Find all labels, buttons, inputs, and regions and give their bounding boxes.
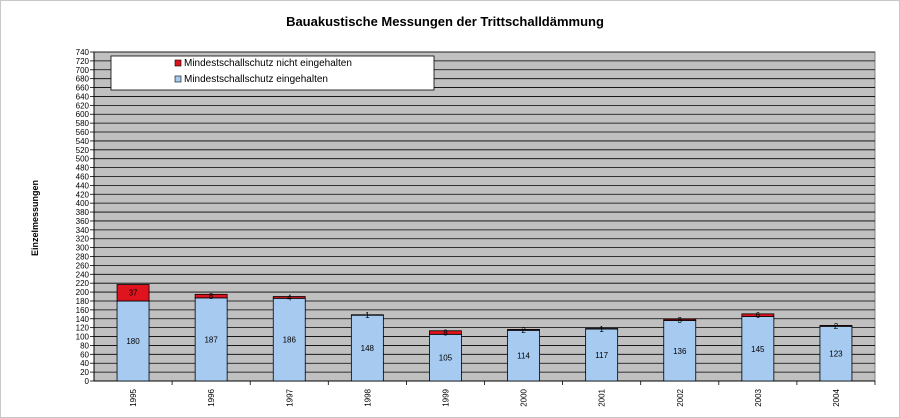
y-tick-label: 480 bbox=[76, 164, 90, 173]
bar-eingehalten bbox=[429, 333, 462, 382]
data-label-eingehalten: 148 bbox=[361, 344, 375, 353]
data-label-nicht-eingehalten: 8 bbox=[443, 329, 448, 338]
bar-eingehalten bbox=[350, 314, 384, 382]
y-tick-label: 220 bbox=[76, 279, 90, 288]
y-tick-label: 100 bbox=[76, 333, 90, 342]
y-tick-label: 320 bbox=[76, 235, 90, 244]
y-tick-label: 640 bbox=[76, 92, 90, 101]
data-label-eingehalten: 114 bbox=[517, 352, 530, 361]
data-label-nicht-eingehalten: 8 bbox=[209, 292, 214, 301]
data-label-nicht-eingehalten: 2 bbox=[521, 326, 526, 335]
y-tick-label: 40 bbox=[80, 359, 89, 368]
data-label-eingehalten: 123 bbox=[829, 350, 843, 359]
bar-eingehalten bbox=[819, 325, 853, 382]
y-tick-label: 300 bbox=[76, 244, 90, 253]
bar-nicht-eingehalten bbox=[272, 296, 306, 299]
y-tick-label: 0 bbox=[85, 377, 90, 386]
data-label-eingehalten: 187 bbox=[204, 335, 218, 344]
y-tick-label: 200 bbox=[76, 288, 90, 297]
legend-swatch bbox=[174, 59, 182, 67]
y-tick-label: 280 bbox=[76, 253, 90, 262]
bar-nicht-eingehalten bbox=[194, 293, 228, 299]
legend-box bbox=[110, 55, 435, 91]
data-label-nicht-eingehalten: 6 bbox=[756, 311, 761, 320]
y-tick-label: 60 bbox=[80, 350, 89, 359]
legend-label: Mindestschallschutz nicht eingehalten bbox=[184, 58, 352, 69]
legend-swatch bbox=[174, 75, 182, 83]
y-tick-label: 500 bbox=[76, 155, 90, 164]
data-label-nicht-eingehalten: 4 bbox=[287, 293, 292, 302]
legend: Mindestschallschutz nicht eingehalten Min… bbox=[110, 55, 435, 91]
y-tick-label: 600 bbox=[76, 110, 90, 119]
y-tick-label: 740 bbox=[76, 48, 90, 57]
y-tick-label: 700 bbox=[76, 66, 90, 75]
x-tick-label: 2002 bbox=[676, 388, 685, 406]
y-tick-label: 340 bbox=[76, 226, 90, 235]
y-tick-label: 520 bbox=[76, 146, 90, 155]
bar-nicht-eingehalten bbox=[429, 330, 462, 335]
bar-nicht-eingehalten bbox=[819, 325, 853, 327]
y-tick-label: 160 bbox=[76, 306, 90, 315]
y-tick-label: 720 bbox=[76, 57, 90, 66]
data-label-nicht-eingehalten: 3 bbox=[678, 316, 683, 325]
y-tick-label: 400 bbox=[76, 199, 90, 208]
y-tick-label: 380 bbox=[76, 208, 90, 217]
x-tick-label: 1995 bbox=[129, 388, 138, 406]
y-tick-label: 620 bbox=[76, 101, 90, 110]
y-tick-label: 440 bbox=[76, 181, 90, 190]
y-tick-label: 680 bbox=[76, 75, 90, 84]
y-axis-label: Einzelmessungen bbox=[30, 180, 40, 256]
data-label-nicht-eingehalten: 37 bbox=[129, 289, 138, 298]
data-label-eingehalten: 136 bbox=[673, 347, 687, 356]
chart-title: Bauakustische Messungen der Trittschalld… bbox=[286, 14, 604, 29]
bar-eingehalten bbox=[194, 297, 228, 382]
data-label-eingehalten: 105 bbox=[439, 354, 453, 363]
y-tick-label: 560 bbox=[76, 128, 90, 137]
plot-area: 0204060801001201401601802002202402602803… bbox=[76, 48, 876, 407]
bar-eingehalten bbox=[507, 329, 540, 382]
y-tick-label: 80 bbox=[80, 341, 89, 350]
bar-eingehalten bbox=[585, 328, 619, 382]
bar-nicht-eingehalten bbox=[663, 318, 697, 321]
data-label-nicht-eingehalten: 2 bbox=[834, 322, 839, 331]
x-tick-label: 2004 bbox=[832, 388, 841, 406]
y-tick-label: 180 bbox=[76, 297, 90, 306]
x-tick-label: 1996 bbox=[207, 388, 216, 406]
x-tick-label: 2003 bbox=[754, 388, 763, 406]
y-tick-label: 20 bbox=[80, 368, 89, 377]
data-label-nicht-eingehalten: 1 bbox=[365, 311, 370, 320]
bar-eingehalten bbox=[741, 316, 775, 382]
x-tick-label: 1998 bbox=[363, 388, 372, 406]
y-tick-label: 140 bbox=[76, 315, 90, 324]
y-tick-label: 580 bbox=[76, 119, 90, 128]
bar-nicht-eingehalten bbox=[741, 313, 775, 317]
y-tick-label: 420 bbox=[76, 190, 90, 199]
bar-nicht-eingehalten bbox=[116, 284, 150, 302]
data-label-eingehalten: 117 bbox=[595, 351, 608, 360]
legend-label: Mindestschallschutz eingehalten bbox=[184, 74, 328, 85]
data-label-eingehalten: 145 bbox=[751, 345, 765, 354]
y-tick-label: 540 bbox=[76, 137, 90, 146]
y-tick-label: 240 bbox=[76, 270, 90, 279]
y-tick-label: 460 bbox=[76, 172, 90, 181]
x-tick-label: 1997 bbox=[285, 388, 294, 406]
y-tick-label: 660 bbox=[76, 84, 90, 93]
y-tick-label: 120 bbox=[76, 324, 90, 333]
data-label-nicht-eingehalten: 1 bbox=[599, 325, 604, 334]
bar-nicht-eingehalten bbox=[507, 329, 540, 331]
y-tick-label: 260 bbox=[76, 261, 90, 270]
x-tick-label: 2001 bbox=[598, 388, 607, 406]
x-tick-label: 1999 bbox=[441, 388, 450, 406]
data-label-eingehalten: 180 bbox=[126, 337, 140, 346]
y-tick-label: 360 bbox=[76, 217, 90, 226]
x-tick-label: 2000 bbox=[520, 388, 529, 406]
data-label-eingehalten: 186 bbox=[283, 336, 297, 345]
